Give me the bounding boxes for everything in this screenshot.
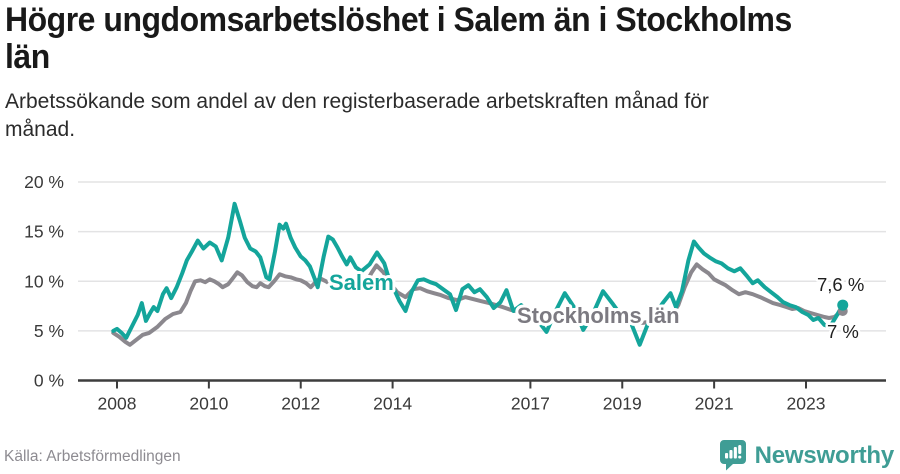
source-note: Källa: Arbetsförmedlingen [4,448,181,465]
y-axis-tick-label: 15 % [24,222,64,242]
page-header: Högre ungdomsarbetslöshet i Salem än i S… [5,2,895,76]
series-end-dot-salem [837,299,849,311]
y-axis-tick-label: 20 % [24,172,64,192]
newsworthy-icon [719,440,746,471]
x-axis-tick-label: 2021 [695,394,734,414]
series-label-stockholms-lan: Stockholms län [517,303,680,328]
page-subtitle-line-2: månad. [5,118,76,141]
x-axis-tick-label: 2010 [189,394,228,414]
end-value-label-salem: 7,6 % [817,274,864,295]
series-label-salem: Salem [329,270,394,295]
page-subtitle-line-1: Arbetssökande som andel av den registerb… [5,90,709,113]
brand-name: Newsworthy [754,441,895,469]
page-title-line-2: län [5,38,50,76]
series-line-salem [111,201,845,347]
x-axis-tick-label: 2012 [281,394,320,414]
brand-logo: Newsworthy [719,440,895,471]
x-axis-tick-label: 2023 [787,394,826,414]
y-axis-tick-label: 5 % [34,321,64,341]
x-axis-tick-label: 2019 [603,394,642,414]
series-line-stockholms-lan [111,262,845,347]
y-axis-tick-label: 10 % [24,271,64,291]
x-axis-tick-label: 2014 [373,394,412,414]
chart-plot-area: 0 % 5 % 10 % 15 % 20 % 2008 2010 2012 2014 2017 20… [24,172,886,414]
end-value-label-stockholms-lan: 7 % [827,321,859,342]
x-axis-tick-label: 2008 [98,394,137,414]
x-axis-tick-label: 2017 [511,394,550,414]
page-subtitle: Arbetssökande som andel av den registerb… [5,88,885,144]
page-title-line-1: Högre ungdomsarbetslöshet i Salem än i S… [5,1,792,39]
y-axis-tick-label: 0 % [34,371,64,391]
